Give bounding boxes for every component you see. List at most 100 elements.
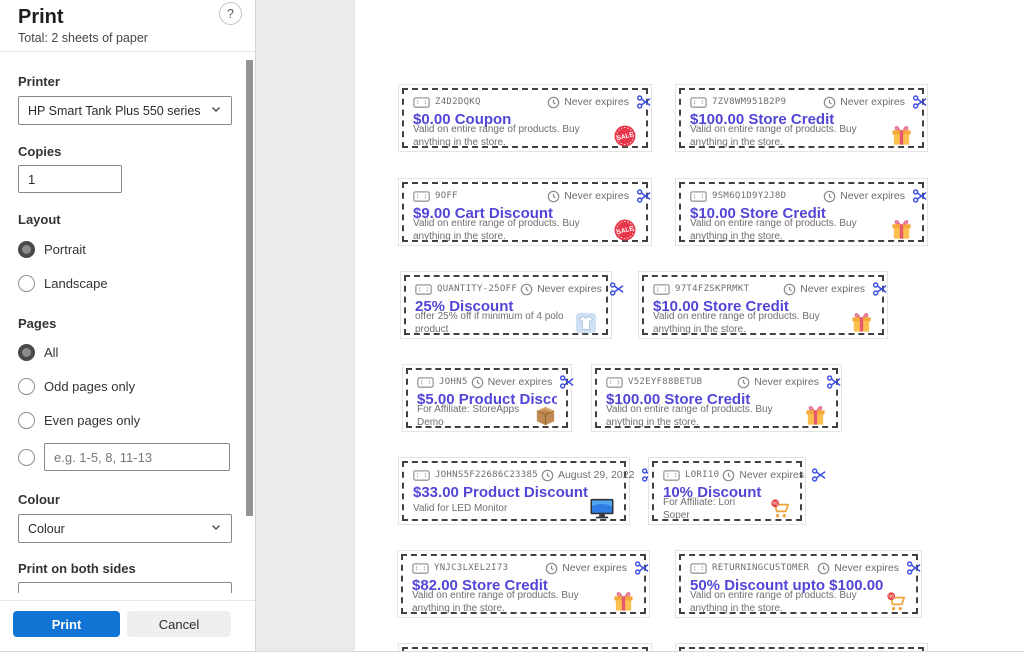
sale-badge-icon: SALE <box>611 218 637 242</box>
chevron-down-icon <box>210 589 222 593</box>
coupon-card: 9OFF Never expires $9.00 Cart Discount Vali… <box>398 178 652 246</box>
scissors-icon[interactable] <box>634 560 650 576</box>
coupon-card-partial <box>398 643 652 651</box>
package-icon <box>531 404 557 427</box>
coupon-code: JOHN5 <box>439 377 468 387</box>
cart-icon: % <box>765 497 791 520</box>
both-sides-label: Print on both sides <box>18 561 136 576</box>
coupon-card: Z4D2DQKQ Never expires $0.00 Coupon Valid o… <box>398 84 652 152</box>
panel-header: Print Total: 2 sheets of paper ? <box>0 0 255 52</box>
svg-text:%: % <box>772 500 778 507</box>
copies-label: Copies <box>18 144 62 159</box>
window-bottom-edge <box>0 651 1024 658</box>
colour-select[interactable]: Colour <box>18 514 232 543</box>
coupon-code: 9OFF <box>435 191 458 201</box>
coupon-expiry: Never expires <box>800 283 865 295</box>
clock-icon <box>471 376 484 389</box>
gift-icon <box>847 311 873 334</box>
gift-icon <box>609 590 635 613</box>
radio-even-pages-circle[interactable] <box>18 411 35 429</box>
coupon-title: $0.00 Coupon <box>413 111 512 128</box>
coupon-description: Valid on entire range of products. Buy a… <box>690 589 857 614</box>
coupon-title: $10.00 Store Credit <box>690 205 826 222</box>
ticket-icon <box>663 469 680 482</box>
radio-portrait[interactable]: Portrait <box>18 239 246 259</box>
chevron-down-icon <box>210 521 222 536</box>
radio-pages-all-circle[interactable] <box>18 343 35 361</box>
coupon-description: Valid on entire range of products. Buy a… <box>413 217 580 242</box>
preview-page: Z4D2DQKQ Never expires $0.00 Coupon Valid o… <box>355 0 1024 651</box>
radio-custom-pages-circle[interactable] <box>18 448 35 466</box>
cart-icon: % <box>881 590 907 613</box>
print-settings-panel: Print Total: 2 sheets of paper ? Printer… <box>0 0 256 651</box>
radio-portrait-circle[interactable] <box>18 240 35 258</box>
radio-odd-pages-label: Odd pages only <box>44 378 136 394</box>
settings-scroll-area: Printer HP Smart Tank Plus 550 series Co… <box>0 53 246 593</box>
coupon-description: Valid on entire range of products. Buy a… <box>606 403 773 428</box>
svg-text:%: % <box>888 593 894 600</box>
colour-label: Colour <box>18 492 60 507</box>
custom-pages-input[interactable] <box>44 443 230 471</box>
ticket-icon <box>690 190 707 203</box>
radio-landscape-circle[interactable] <box>18 274 35 292</box>
coupon-expiry: Never expires <box>487 376 553 388</box>
layout-label: Layout <box>18 212 61 227</box>
cancel-button[interactable]: Cancel <box>127 611 231 637</box>
radio-pages-all[interactable]: All <box>18 342 246 362</box>
coupon-code: JOHNS5F22686C23385 <box>435 470 538 480</box>
radio-odd-pages[interactable]: Odd pages only <box>18 376 246 396</box>
coupon-code: 97T4FZSKPRMKT <box>675 284 750 294</box>
coupon-expiry: Never expires <box>537 283 602 295</box>
coupon-card: 7ZV8WM951B2P9 Never expires $100.00 Store … <box>675 84 928 152</box>
coupon-expiry: Never expires <box>834 562 899 574</box>
scissors-icon[interactable] <box>559 374 575 390</box>
print-button[interactable]: Print <box>13 611 120 637</box>
coupon-description: Valid on entire range of products. Buy a… <box>412 589 579 614</box>
scissors-icon[interactable] <box>912 188 928 204</box>
radio-even-pages[interactable]: Even pages only <box>18 410 246 430</box>
svg-text:SALE: SALE <box>616 131 635 142</box>
clock-icon <box>520 283 533 296</box>
gift-icon <box>887 124 913 147</box>
monitor-icon <box>589 497 615 520</box>
scissors-icon[interactable] <box>912 94 928 110</box>
ticket-icon <box>417 376 434 389</box>
coupon-expiry: August 29, 2022 <box>557 469 635 481</box>
ticket-icon <box>690 96 707 109</box>
coupon-expiry: Never expires <box>840 190 905 202</box>
coupon-code: 7ZV8WM951B2P9 <box>712 97 787 107</box>
coupon-expiry: Never expires <box>564 96 629 108</box>
clock-icon <box>722 469 735 482</box>
coupon-description: offer 25% off if minimum of 4 polo produ… <box>415 310 564 335</box>
scissors-icon[interactable] <box>636 188 652 204</box>
coupon-card: LORI10 Never expires 10% Discount For Affil… <box>648 457 826 525</box>
panel-footer: Print Cancel <box>0 600 255 651</box>
coupon-card: YNJC3LXEL2I73 Never expires $82.00 Store C… <box>397 550 650 618</box>
radio-custom-pages[interactable] <box>18 443 246 471</box>
scissors-icon[interactable] <box>906 560 922 576</box>
page-title: Print <box>18 6 64 28</box>
coupon-title: $33.00 Product Discount <box>413 484 589 501</box>
coupon-description: For Affiliate: StoreApps Demo <box>417 403 520 428</box>
scissors-icon[interactable] <box>636 94 652 110</box>
both-sides-select[interactable] <box>18 582 232 593</box>
help-icon[interactable]: ? <box>219 2 242 25</box>
scissors-icon[interactable] <box>826 374 842 390</box>
coupon-expiry: Never expires <box>562 562 627 574</box>
panel-scrollbar[interactable] <box>246 60 253 516</box>
scissors-icon[interactable] <box>811 467 827 483</box>
scissors-icon[interactable] <box>609 281 625 297</box>
coupon-title: $82.00 Store Credit <box>412 577 548 594</box>
printer-select[interactable]: HP Smart Tank Plus 550 series <box>18 96 232 125</box>
radio-odd-pages-circle[interactable] <box>18 377 35 395</box>
radio-landscape[interactable]: Landscape <box>18 273 246 293</box>
coupon-expiry: Never expires <box>840 96 905 108</box>
scissors-icon[interactable] <box>872 281 888 297</box>
coupon-description: Valid for LED Monitor <box>413 503 508 514</box>
clock-icon <box>541 469 554 482</box>
coupon-expiry: Never expires <box>564 190 629 202</box>
pages-label: Pages <box>18 316 57 331</box>
coupon-card: RETURNINGCUSTOMER Never expires 50% Discou… <box>675 550 922 618</box>
ticket-icon <box>413 190 430 203</box>
copies-input[interactable] <box>18 165 122 193</box>
